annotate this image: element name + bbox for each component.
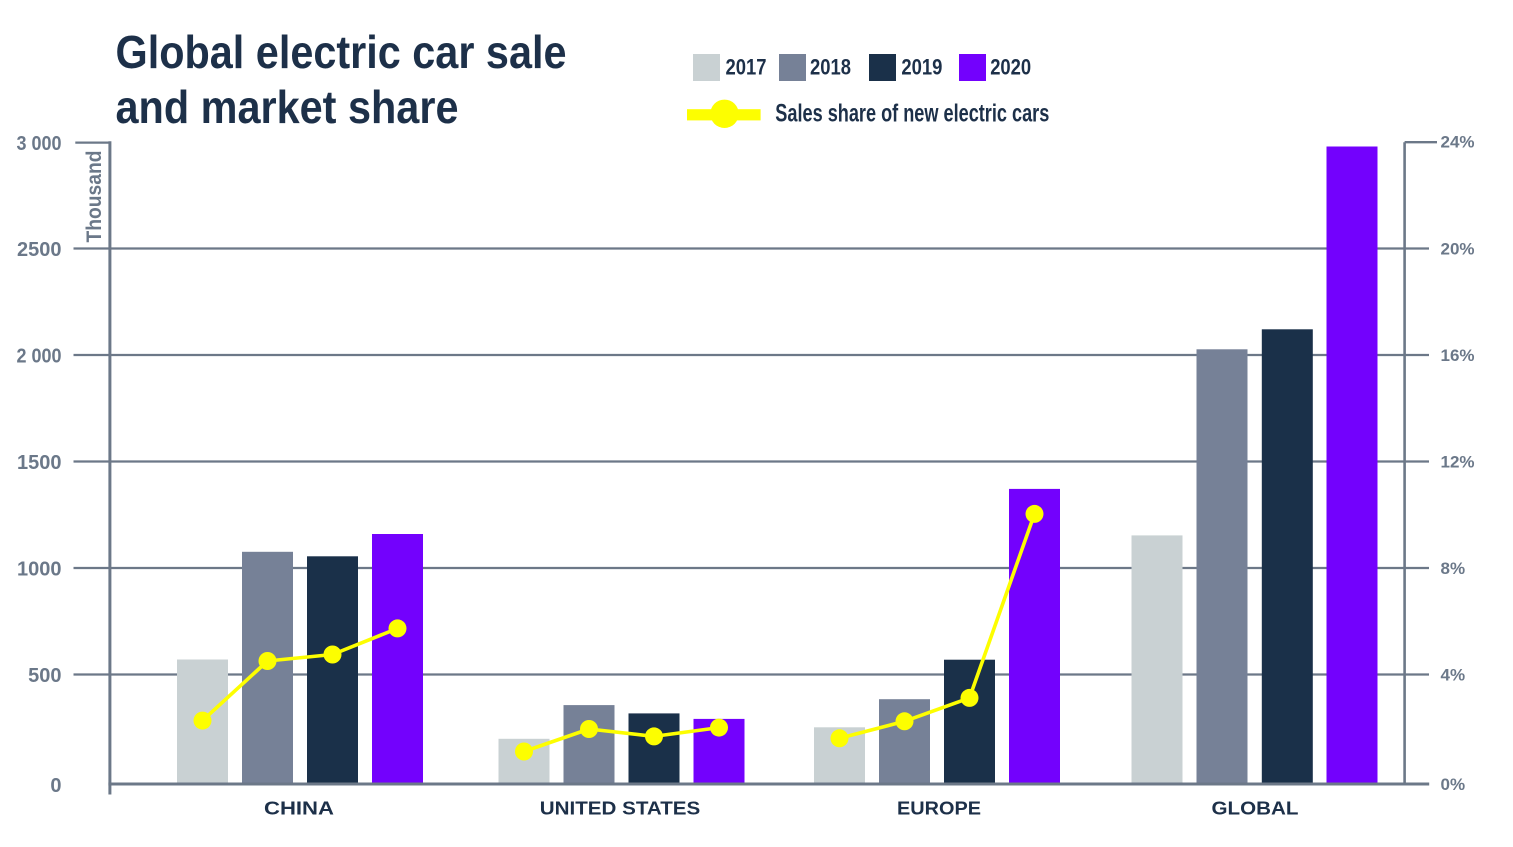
svg-text:Sales share of new electric ca: Sales share of new electric cars: [775, 100, 1049, 128]
svg-text:500: 500: [28, 665, 61, 687]
svg-text:Global electric car sale: Global electric car sale: [116, 26, 567, 78]
svg-text:2 000: 2 000: [17, 345, 62, 367]
svg-text:2017: 2017: [726, 55, 767, 80]
svg-text:12%: 12%: [1441, 453, 1475, 472]
svg-text:16%: 16%: [1441, 346, 1475, 365]
svg-text:2019: 2019: [901, 55, 942, 80]
svg-text:1500: 1500: [17, 452, 62, 474]
svg-text:3 000: 3 000: [17, 133, 62, 155]
svg-text:20%: 20%: [1441, 240, 1475, 259]
svg-text:2500: 2500: [17, 239, 62, 261]
svg-text:CHINA: CHINA: [264, 798, 334, 819]
svg-text:and market share: and market share: [116, 81, 459, 133]
svg-text:2018: 2018: [810, 55, 851, 80]
svg-text:8%: 8%: [1441, 559, 1466, 578]
svg-text:0%: 0%: [1441, 775, 1466, 794]
svg-text:1000: 1000: [17, 558, 62, 580]
svg-text:2020: 2020: [990, 55, 1031, 80]
svg-text:24%: 24%: [1441, 133, 1475, 152]
svg-text:EUROPE: EUROPE: [897, 798, 981, 819]
svg-text:Thousand: Thousand: [83, 151, 106, 243]
svg-text:UNITED STATES: UNITED STATES: [540, 798, 701, 819]
svg-text:GLOBAL: GLOBAL: [1212, 798, 1299, 819]
svg-text:0: 0: [50, 775, 61, 797]
svg-text:4%: 4%: [1441, 666, 1466, 685]
